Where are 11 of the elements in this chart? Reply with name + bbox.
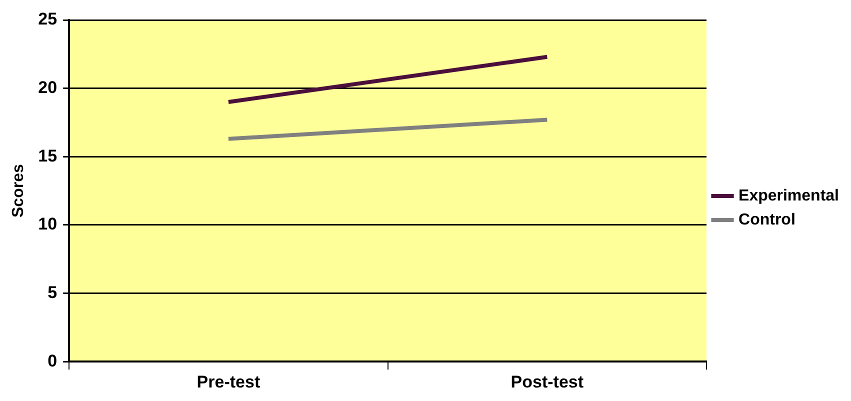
y-tick-label: 10 (38, 214, 58, 234)
y-tick-label: 25 (38, 10, 58, 29)
legend-label: Control (738, 211, 796, 228)
y-tick-label: 0 (48, 351, 58, 370)
y-tick-label: 20 (38, 78, 58, 98)
y-axis-title: Scores (10, 164, 28, 218)
y-tick-label: 15 (38, 146, 58, 166)
y-tick-label: 5 (48, 282, 58, 302)
legend-label: Experimental (738, 187, 839, 204)
x-tick-label: Post-test (510, 372, 584, 392)
x-tick-label: Pre-test (196, 372, 260, 392)
